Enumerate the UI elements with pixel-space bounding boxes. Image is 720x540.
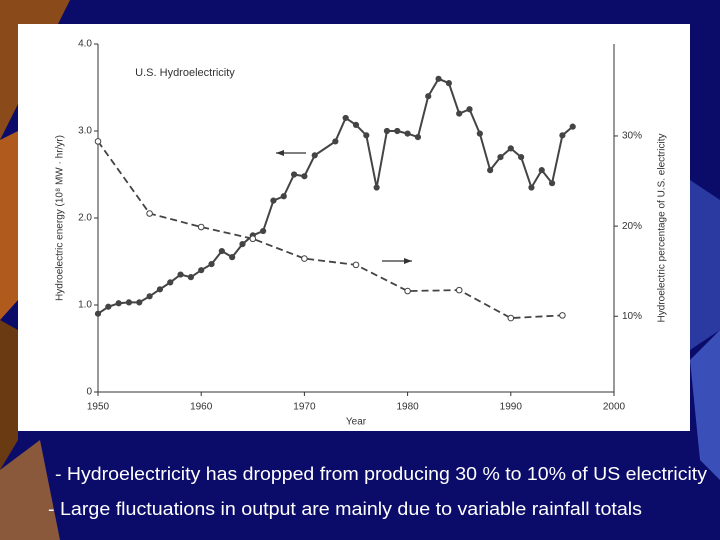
point [115,300,122,307]
point [332,138,339,145]
point [146,210,153,217]
line [97,77,574,315]
y-tick-label: 2.0 [78,213,92,224]
point [404,130,411,137]
point [146,293,153,300]
point [559,132,566,139]
decoration [690,330,720,480]
point [167,279,174,286]
point [301,255,308,262]
decoration [690,180,720,350]
chart: U.S. Hydroelectricity Year Hydroelectric… [55,39,668,428]
point [538,167,545,174]
x-tick-label: 1980 [396,402,419,413]
point [94,138,102,145]
point [507,314,515,322]
point [156,286,164,293]
point [466,106,473,113]
point [394,127,401,135]
y-tick-label: 4.0 [78,39,92,50]
point [487,167,494,174]
point [455,286,463,294]
decoration [0,440,60,540]
arrow-right [382,258,412,264]
point [125,299,133,306]
point [559,312,566,319]
point [260,227,267,235]
x-tick-label: 2000 [603,402,626,413]
x-tick-label: 1990 [500,402,523,413]
point [249,235,257,243]
y-tick-label: 3.0 [78,126,92,137]
y-tick-label: 1.0 [78,300,92,311]
y-axis-label: Hydroelectric energy (10⁸ MW · hr/yr) [55,135,66,301]
point [105,303,112,310]
point [218,247,225,255]
decoration [0,130,20,320]
point [352,261,360,269]
chart-title: U.S. Hydroelectricity [135,67,235,79]
y2-tick-label: 30% [622,131,642,142]
point [197,223,205,231]
point [94,310,102,317]
x-tick-label: 1970 [293,402,316,413]
x-tick-label: 1950 [87,402,110,413]
point [311,152,318,159]
x-tick-label: 1960 [190,402,213,413]
point [476,130,483,137]
bullet: - Large fluctuations in output are mainl… [48,499,642,519]
point [383,127,391,135]
point [239,241,246,248]
point [569,123,576,130]
chart-area [18,24,690,431]
point [280,193,287,200]
point [518,154,525,161]
point [414,133,422,141]
point [342,114,349,122]
point [445,80,452,87]
point [270,197,277,204]
point [456,110,463,117]
point [290,171,298,178]
point [373,184,380,191]
point [352,121,360,129]
arrow-left [276,150,306,156]
point [528,184,535,191]
point [363,132,370,139]
point [497,154,504,161]
point [301,173,308,180]
x-axis-label: Year [346,417,367,428]
y2-tick-label: 20% [622,221,642,232]
point [136,299,143,306]
point [229,254,236,261]
y2-axis-label: Hydroelectric percentage of U.S. electri… [657,134,668,323]
point [548,180,556,187]
point [404,287,411,295]
line [97,140,563,319]
bullet: - Hydroelectricity has dropped from prod… [55,464,707,484]
point [187,274,194,281]
point [435,75,442,82]
point [177,271,184,278]
point [507,145,514,152]
point [208,261,215,268]
point [425,93,432,100]
y2-tick-label: 10% [622,311,642,322]
decoration [0,320,18,470]
y-tick-label: 0 [86,387,92,398]
point [198,267,205,274]
